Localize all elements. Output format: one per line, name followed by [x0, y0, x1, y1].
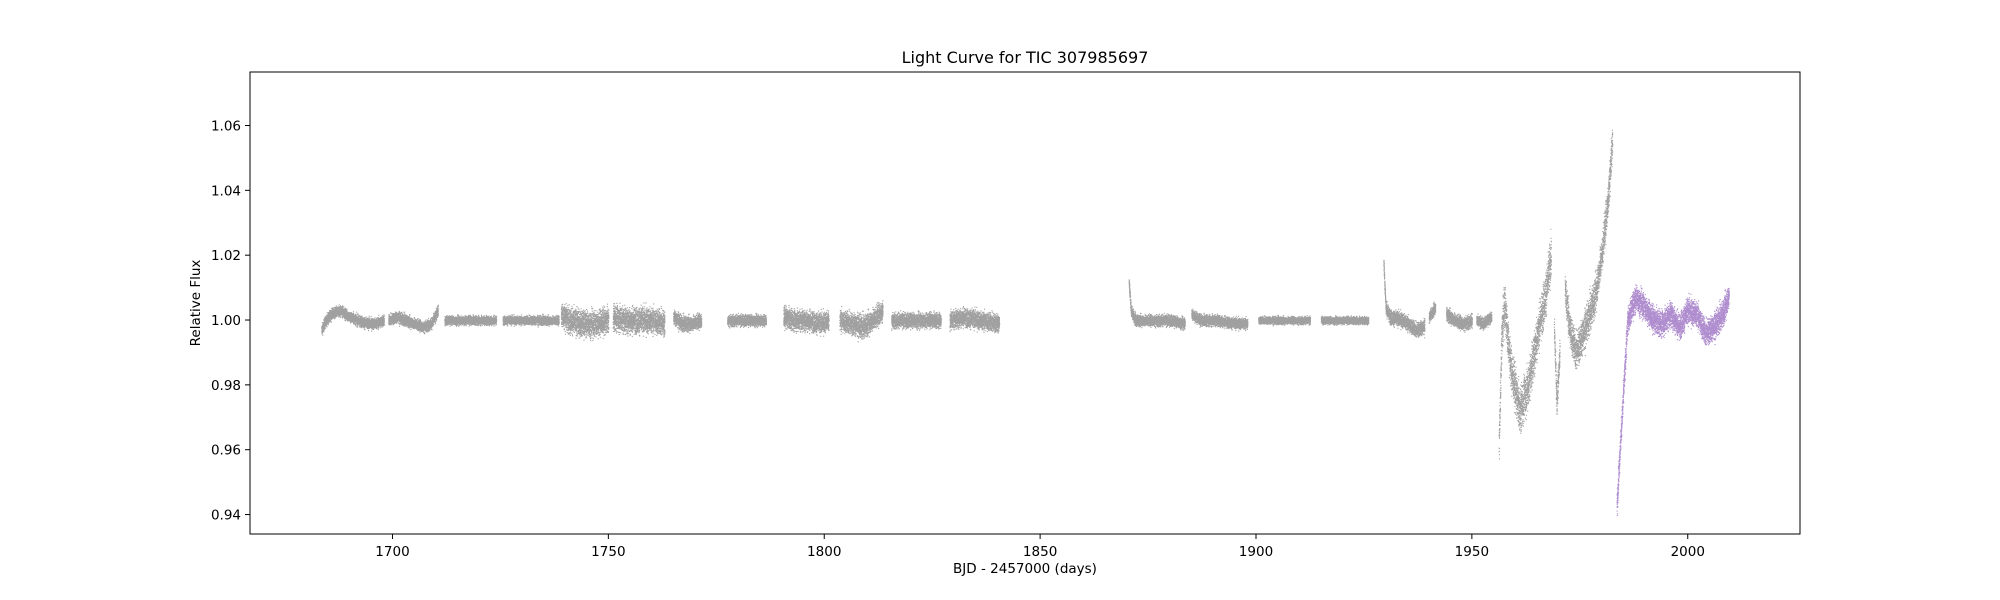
axes-frame: [249, 71, 1801, 535]
y-tick-label: 1.06: [211, 118, 241, 134]
x-axis-ticks: 1700 1750 1800 1850 1900 1950 2000: [375, 534, 1705, 560]
x-tick-label: 1750: [591, 544, 625, 560]
x-tick-label: 1900: [1239, 544, 1273, 560]
plot-area: [250, 72, 1800, 534]
y-axis-label: Relative Flux: [188, 260, 204, 347]
x-tick-label: 1850: [1023, 544, 1057, 560]
x-tick-label: 2000: [1671, 544, 1705, 560]
chart-title: Light Curve for TIC 307985697: [902, 48, 1149, 67]
y-tick-label: 0.94: [211, 508, 241, 524]
y-tick-label: 0.96: [211, 443, 241, 459]
y-axis-ticks: 0.94 0.96 0.98 1.00 1.02 1.04 1.06: [211, 118, 250, 524]
x-tick-label: 1700: [375, 544, 409, 560]
data-points: [321, 129, 1730, 517]
flux-point-cloud: [1616, 284, 1730, 517]
x-tick-label: 1950: [1455, 544, 1489, 560]
y-tick-label: 1.04: [211, 183, 241, 199]
x-axis-label: BJD - 2457000 (days): [953, 561, 1097, 577]
y-tick-label: 0.98: [211, 378, 241, 394]
x-tick-label: 1800: [807, 544, 841, 560]
y-tick-label: 1.02: [211, 248, 241, 264]
y-tick-label: 1.00: [211, 313, 241, 329]
